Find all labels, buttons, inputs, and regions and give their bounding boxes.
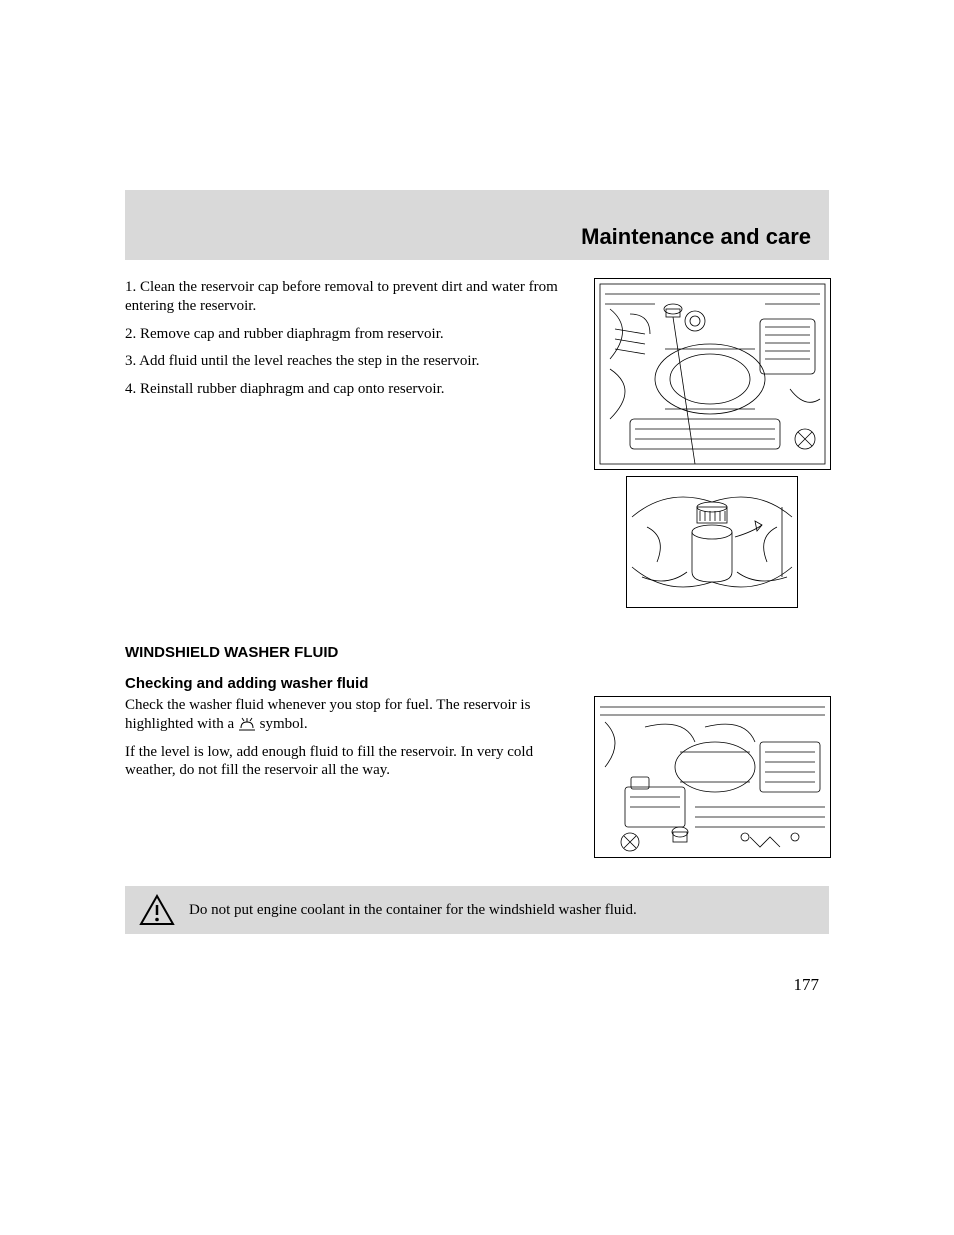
washer-para-2: If the level is low, add enough fluid to… xyxy=(125,743,576,781)
chapter-title: Maintenance and care xyxy=(581,224,811,250)
step-1: 1. Clean the reservoir cap before remova… xyxy=(125,278,576,316)
washer-fluid-icon xyxy=(238,716,256,732)
washer-subheading: Checking and adding washer fluid xyxy=(125,675,829,692)
steps-text-column: 1. Clean the reservoir cap before remova… xyxy=(125,278,576,614)
washer-image-column xyxy=(594,696,829,864)
step-4: 4. Reinstall rubber diaphragm and cap on… xyxy=(125,380,576,399)
washer-row: Check the washer fluid whenever you stop… xyxy=(125,696,829,864)
page-container: Maintenance and care 1. Clean the reserv… xyxy=(0,0,954,1235)
page-number: 177 xyxy=(794,975,820,995)
washer-para-1: Check the washer fluid whenever you stop… xyxy=(125,696,576,734)
washer-heading: WINDSHIELD WASHER FLUID xyxy=(125,644,829,661)
washer-text-column: Check the washer fluid whenever you stop… xyxy=(125,696,576,864)
steps-image-column xyxy=(594,278,829,614)
washer-para-1-post: symbol. xyxy=(260,716,308,732)
warning-triangle-icon xyxy=(139,894,175,926)
engine-overview-diagram xyxy=(594,278,831,470)
warning-text: Do not put engine coolant in the contain… xyxy=(189,901,637,920)
chapter-header-bar: Maintenance and care xyxy=(125,190,829,260)
washer-engine-diagram xyxy=(594,696,831,858)
step-3: 3. Add fluid until the level reaches the… xyxy=(125,352,576,371)
step-2: 2. Remove cap and rubber diaphragm from … xyxy=(125,325,576,344)
steps-row: 1. Clean the reservoir cap before remova… xyxy=(125,278,829,614)
washer-para-1-pre: Check the washer fluid whenever you stop… xyxy=(125,697,530,732)
reservoir-closeup-diagram xyxy=(626,476,798,608)
warning-callout: Do not put engine coolant in the contain… xyxy=(125,886,829,934)
